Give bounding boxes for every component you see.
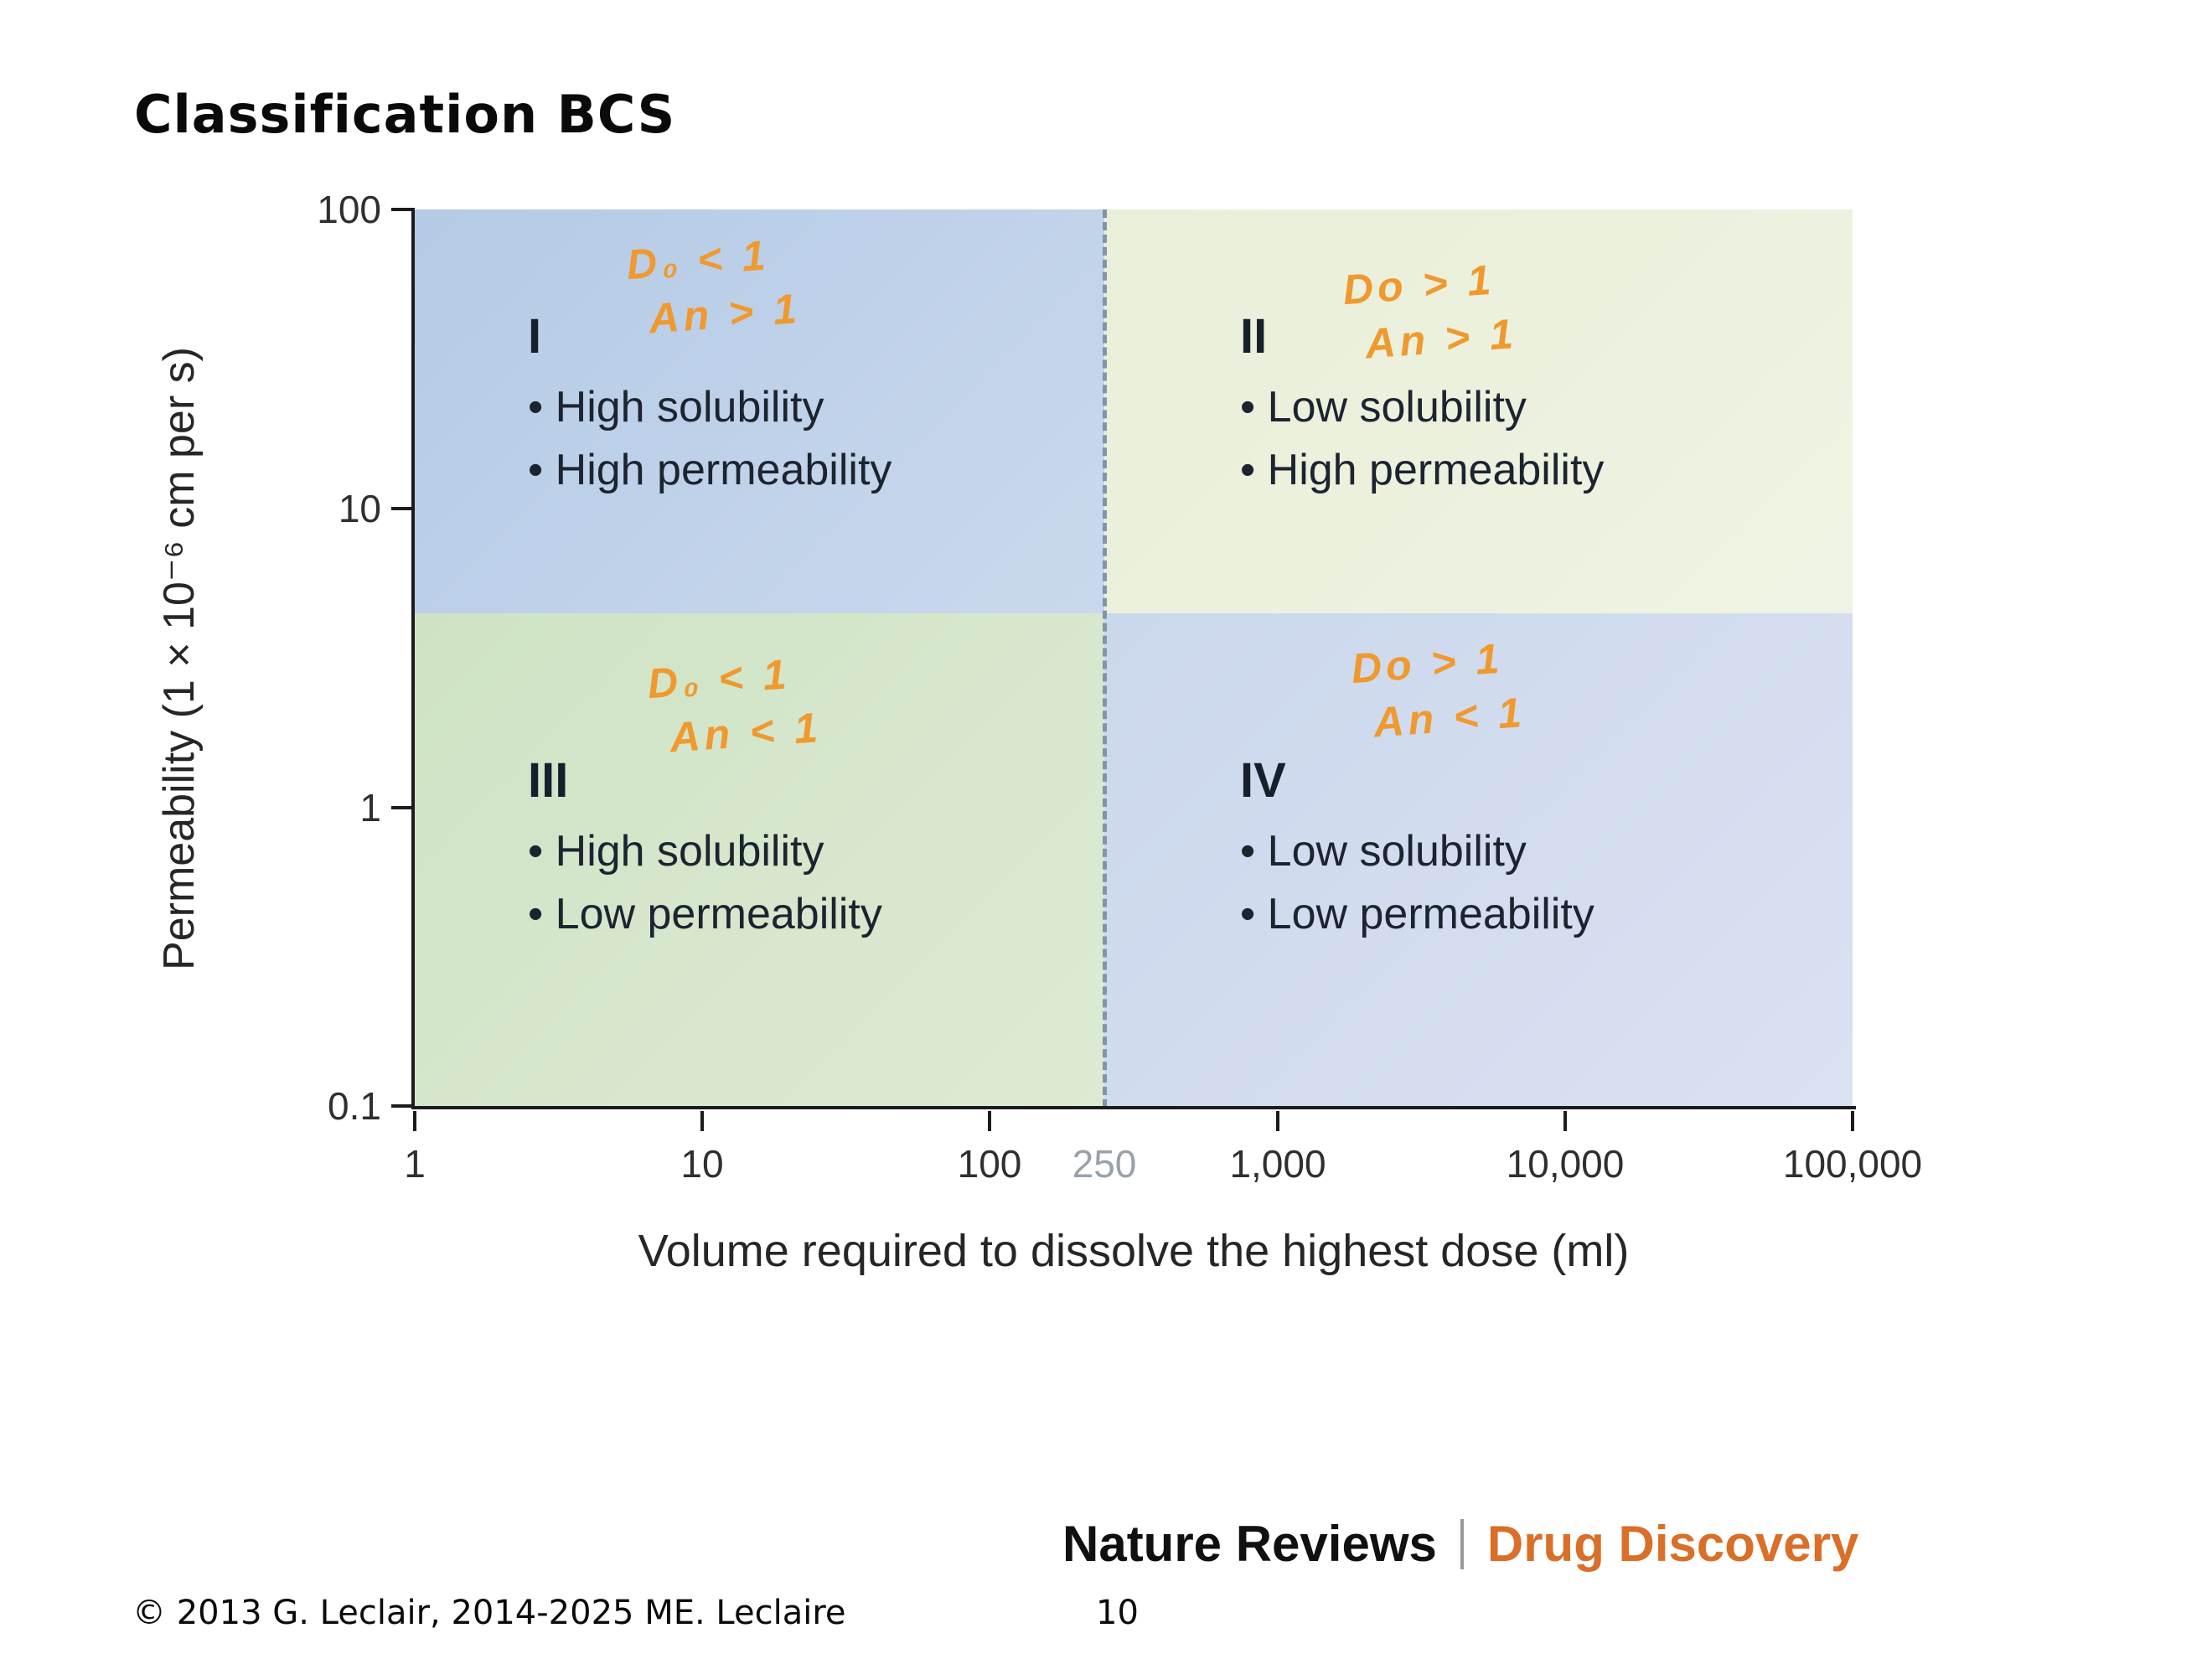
quadrant-2-bullet-2: High permeability xyxy=(1240,439,1605,502)
x-axis-title: Volume required to dissolve the highest … xyxy=(638,1226,1630,1276)
boundary-dashed-line-250ml xyxy=(1103,209,1107,1108)
brand-separator xyxy=(1460,1518,1464,1569)
y-tick xyxy=(391,507,411,510)
y-axis-title: Permeability (1 × 10⁻⁶ cm per s) xyxy=(155,347,204,970)
quadrant-1-bullet-2: High permeability xyxy=(528,439,892,502)
quadrant-2-bullet-1: Low solubility xyxy=(1240,376,1604,439)
quadrant-2-content: II Low solubility High permeability xyxy=(1240,308,1604,503)
x-axis-line xyxy=(411,1106,1856,1109)
x-tick xyxy=(988,1111,991,1131)
plot-area: I High solubility High permeability D₀ <… xyxy=(415,209,1853,1108)
x-tick xyxy=(1276,1111,1279,1131)
y-axis-line xyxy=(411,208,415,1109)
x-tick xyxy=(700,1111,704,1131)
x-tick-label: 10 xyxy=(680,1142,724,1186)
journal-brand: Nature Reviews Drug Discovery xyxy=(1062,1515,1858,1573)
quadrant-3-content: III High solubility Low permeability xyxy=(528,752,882,947)
y-tick xyxy=(391,1104,411,1108)
quadrant-4-content: IV Low solubility Low permeability xyxy=(1240,752,1594,947)
x-tick-label: 1,000 xyxy=(1229,1142,1326,1186)
y-tick-label: 0.1 xyxy=(328,1084,381,1128)
x-tick xyxy=(413,1111,416,1131)
quadrant-3-bullet-2: Low permeability xyxy=(528,883,882,946)
quadrant-2-numeral: II xyxy=(1240,309,1268,364)
quadrant-1-handwritten-annotation: D₀ < 1 An > 1 xyxy=(625,229,803,344)
quadrant-3-numeral: III xyxy=(528,753,569,808)
x-tick-label-250: 250 xyxy=(1072,1142,1137,1186)
quadrant-4-bullet-1: Low solubility xyxy=(1240,820,1594,883)
page-title: Classification BCS xyxy=(134,84,676,145)
quadrant-1-content: I High solubility High permeability xyxy=(528,308,892,503)
page-number: 10 xyxy=(1096,1594,1139,1632)
quadrant-2-handwritten-annotation: Do > 1 An > 1 xyxy=(1341,254,1519,370)
x-tick xyxy=(1563,1111,1567,1131)
y-tick-label: 10 xyxy=(338,487,381,530)
x-tick-label: 1 xyxy=(404,1142,426,1186)
quadrant-4-bullet-2: Low permeability xyxy=(1240,883,1594,946)
y-tick-label: 100 xyxy=(317,188,381,231)
quadrant-3-bullet-1: High solubility xyxy=(528,820,882,883)
y-tick xyxy=(391,806,411,809)
x-tick-label: 10,000 xyxy=(1506,1142,1625,1186)
y-tick-label: 1 xyxy=(359,786,381,830)
brand-nature-reviews: Nature Reviews xyxy=(1062,1516,1437,1572)
brand-drug-discovery: Drug Discovery xyxy=(1486,1516,1859,1572)
x-tick-label: 100 xyxy=(957,1142,1022,1186)
quadrant-4-numeral: IV xyxy=(1240,753,1286,808)
x-tick-label: 100,000 xyxy=(1782,1142,1923,1186)
quadrant-1-bullet-1: High solubility xyxy=(528,376,892,439)
x-tick xyxy=(1851,1111,1854,1131)
quadrant-3-handwritten-annotation: D₀ < 1 An < 1 xyxy=(646,648,824,763)
y-tick xyxy=(391,208,411,211)
quadrant-4-bg xyxy=(1104,613,1853,1108)
copyright-text: © 2013 G. Leclair, 2014-2025 ME. Leclair… xyxy=(132,1594,846,1632)
quadrant-1-numeral: I xyxy=(528,309,542,364)
quadrant-4-handwritten-annotation: Do > 1 An < 1 xyxy=(1350,633,1527,748)
